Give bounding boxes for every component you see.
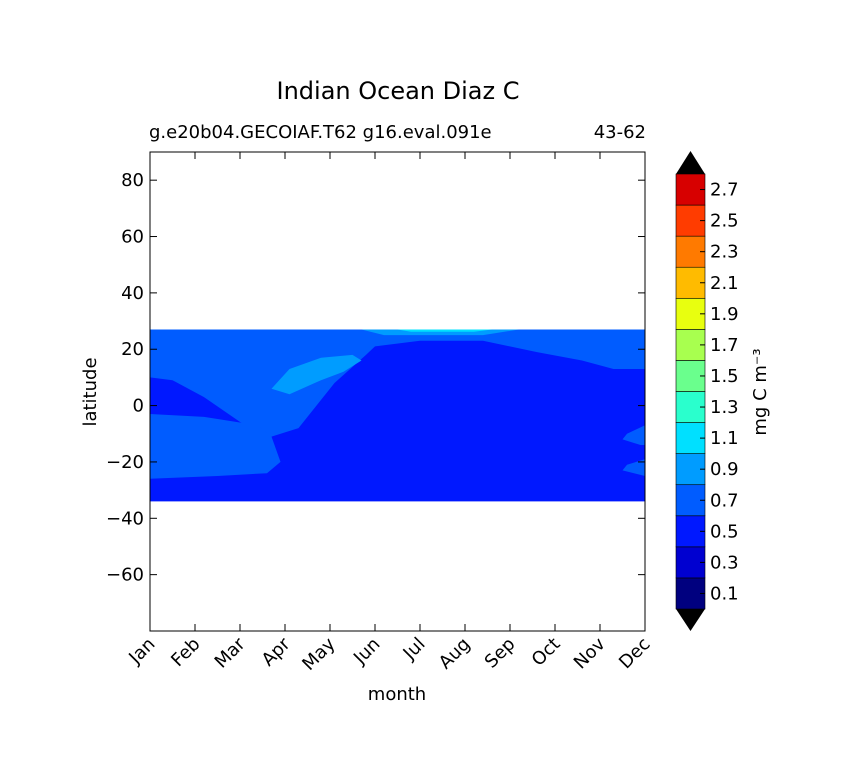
colorbar-tick-label: 1.9 <box>710 304 739 325</box>
y-axis: −60 −40 −20 0 20 40 60 80 <box>106 170 645 586</box>
y-tick-label: −60 <box>106 565 144 586</box>
x-tick-label: Feb <box>167 634 204 671</box>
plot-frame <box>149 151 646 632</box>
y-axis-label: latitude <box>80 357 101 426</box>
y-tick-label: 0 <box>133 396 144 417</box>
colorbar-tick-label: 0.5 <box>710 521 739 542</box>
colorbar-tick-label: 0.1 <box>710 583 739 604</box>
colorbar-tick-label: 1.1 <box>710 428 739 449</box>
contour-plot <box>150 329 645 502</box>
colorbar-tick-label: 2.1 <box>710 273 739 294</box>
x-tick-label: Mar <box>211 633 250 672</box>
chart-title: Indian Ocean Diaz C <box>277 77 520 105</box>
colorbar-tick-label: 2.5 <box>710 211 739 232</box>
x-tick-label: Nov <box>570 633 610 673</box>
colorbar-extend-bottom <box>676 609 705 631</box>
x-tick-label: Jun <box>349 634 384 669</box>
contour-region-3 <box>622 459 645 476</box>
contour-region-0 <box>150 329 645 437</box>
y-tick-label: 40 <box>121 283 144 304</box>
colorbar-segment <box>675 235 706 268</box>
chart-subtitle-left: g.e20b04.GECOIAF.T62 g16.eval.091e <box>149 122 492 143</box>
contour-region-1 <box>150 414 281 479</box>
colorbar-extend-top <box>676 151 705 174</box>
y-tick-label: −40 <box>106 508 144 529</box>
x-axis-label: month <box>368 684 426 705</box>
colorbar-tick-label: 1.7 <box>710 335 739 356</box>
x-tick-label: Dec <box>615 634 654 673</box>
x-tick-label: Jan <box>124 634 159 669</box>
colorbar-tick-label: 0.7 <box>710 490 739 511</box>
colorbar-tick-label: 0.9 <box>710 459 739 480</box>
x-tick-label: Jul <box>399 634 430 665</box>
contour-region-6 <box>397 329 492 332</box>
colorbar-tick-label: 1.3 <box>710 397 739 418</box>
chart-subtitle-right: 43-62 <box>594 122 646 143</box>
colorbar: 0.1 0.3 0.5 0.7 0.9 1.1 1.3 1.5 1.7 1.9 2.1 2.3 2.5 2… <box>675 151 739 631</box>
y-tick-label: 60 <box>121 227 144 248</box>
x-tick-label: Sep <box>481 634 520 673</box>
contour-region-2 <box>622 425 645 445</box>
colorbar-tick-label: 2.3 <box>710 242 739 263</box>
colorbar-tick-label: 1.5 <box>710 366 739 387</box>
x-tick-label: Aug <box>435 634 475 674</box>
x-tick-label: Oct <box>528 634 565 671</box>
colorbar-tick-label: 0.3 <box>710 552 739 573</box>
y-tick-label: −20 <box>106 452 144 473</box>
colorbar-tick-label: 2.7 <box>710 180 739 201</box>
x-tick-label: May <box>298 633 339 674</box>
colorbar-label: mg C m⁻³ <box>750 348 771 435</box>
y-tick-label: 80 <box>121 170 144 191</box>
y-tick-label: 20 <box>121 339 144 360</box>
contour-region-4 <box>271 354 362 395</box>
x-tick-label: Apr <box>258 633 295 670</box>
